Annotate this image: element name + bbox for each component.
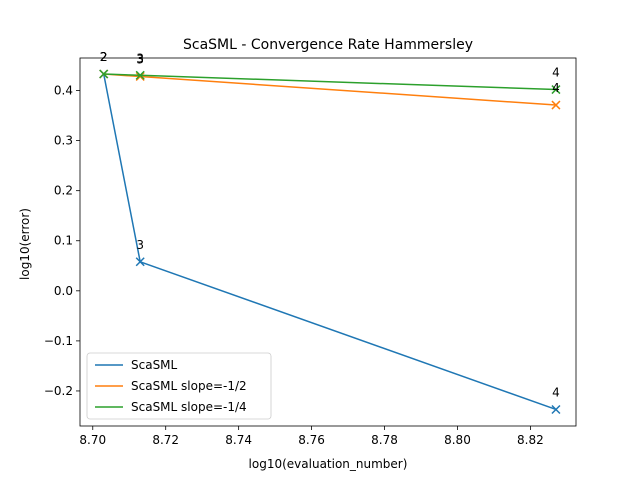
point-annotation: 3 [136,53,144,67]
chart-title: ScaSML - Convergence Rate Hammersley [183,37,473,53]
series-2-point [135,70,145,80]
point-annotation: 2 [100,50,108,64]
x-marker-stroke [551,404,561,415]
series-2-point [551,85,561,95]
series-2-point [99,69,109,79]
y-tick-label: −0.2 [44,384,73,398]
point-annotation: 2 [100,50,108,64]
x-marker-stroke [551,85,561,95]
point-annotation: 2 [100,50,108,64]
legend-label-2: ScaSML slope=-1/4 [131,400,247,414]
legend: ScaSML ScaSML slope=-1/2 ScaSML slope=-1/4 [86,352,272,420]
y-tick-label: 0.0 [54,284,73,298]
y-tick-label: −0.1 [44,334,73,348]
y-tick-label: 0.4 [54,84,73,98]
series-1-point [551,100,561,110]
x-tick-label: 8.70 [79,433,106,447]
x-tick-label: 8.72 [152,433,179,447]
x-tick-label: 8.82 [517,433,544,447]
x-marker-stroke [99,69,109,79]
series-0-point [135,257,145,267]
point-annotation: 3 [136,238,144,252]
point-annotation: 4 [552,66,560,80]
x-tick-label: 8.74 [225,433,252,447]
y-tick-label: 0.2 [54,184,73,198]
y-tick-label: 0.3 [54,134,73,148]
x-tick-label: 8.80 [444,433,471,447]
point-annotation: 4 [552,81,560,95]
legend-box [86,352,272,420]
y-tick-label: 0.1 [54,234,73,248]
x-axis-label: log10(evaluation_number) [249,457,408,471]
x-marker-stroke [135,70,145,80]
x-marker-stroke [135,257,145,267]
series-0-point [551,404,561,415]
series-1-point [135,71,145,82]
plot-area: 8.70 8.72 8.74 8.76 8.78 8.80 8.82 −0.2 −0.1 0.0 0… [44,50,577,447]
point-annotation: 4 [552,385,560,399]
x-tick-label: 8.78 [371,433,398,447]
y-axis-label: log10(error) [18,208,32,280]
x-marker-stroke [135,71,145,82]
x-marker-stroke [551,100,561,110]
x-tick-label: 8.76 [298,433,325,447]
axes-frame [79,57,577,427]
legend-label-0: ScaSML [131,358,178,372]
legend-label-1: ScaSML slope=-1/2 [131,379,247,393]
